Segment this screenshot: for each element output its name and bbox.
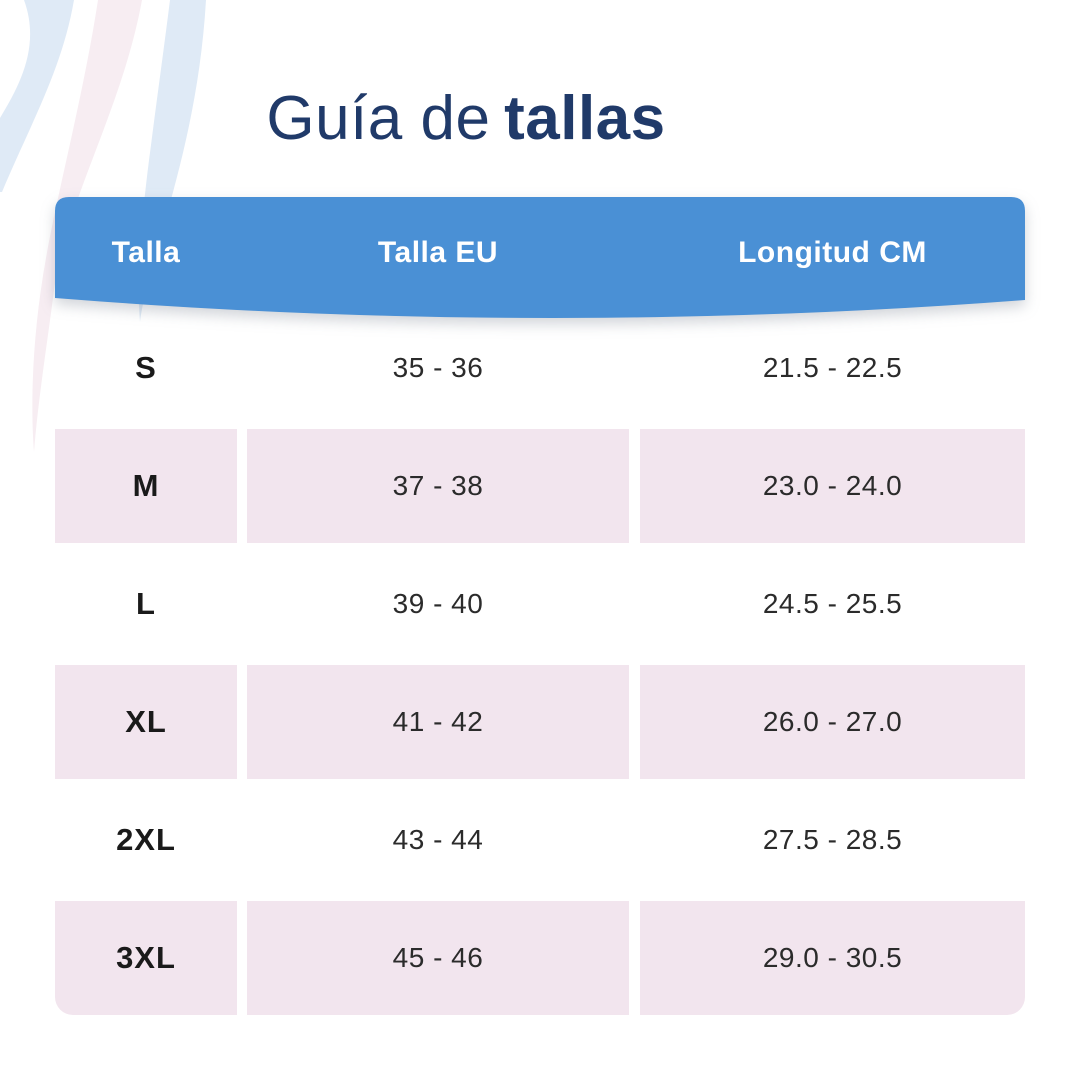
length-cm-cell: 26.0 - 27.0: [640, 665, 1025, 779]
eu-size-cell: 45 - 46: [247, 901, 629, 1015]
header-row: Talla Talla EU Longitud CM: [55, 197, 1025, 309]
column-header-talla: Talla: [111, 236, 181, 269]
table-body: S 35 - 36 21.5 - 22.5 M 37 - 38 23.0 - 2…: [55, 309, 1025, 1017]
column-header-longitud-cm: Longitud CM: [738, 236, 927, 269]
eu-size-cell: 37 - 38: [247, 429, 629, 543]
size-table: Talla Talla EU Longitud CM S 35 - 36 21.…: [55, 197, 1025, 1015]
eu-size-cell: 43 - 44: [392, 824, 484, 855]
table-row: XL 41 - 42 26.0 - 27.0: [55, 663, 1025, 781]
table-row: M 37 - 38 23.0 - 24.0: [55, 427, 1025, 545]
page-title: Guía de tallas: [266, 86, 665, 151]
eu-size-cell: 35 - 36: [392, 352, 484, 383]
page-title-regular: Guía de: [266, 84, 491, 153]
size-cell: L: [136, 586, 156, 621]
column-header-talla-eu: Talla EU: [377, 236, 499, 269]
table-row: L 39 - 40 24.5 - 25.5: [55, 545, 1025, 663]
table-row: S 35 - 36 21.5 - 22.5: [55, 309, 1025, 427]
table-row: 3XL 45 - 46 29.0 - 30.5: [55, 899, 1025, 1017]
length-cm-cell: 21.5 - 22.5: [762, 352, 903, 383]
page-title-bold: tallas: [504, 84, 666, 153]
table-row: 2XL 43 - 44 27.5 - 28.5: [55, 781, 1025, 899]
eu-size-cell: 39 - 40: [392, 588, 484, 619]
length-cm-cell: 24.5 - 25.5: [762, 588, 903, 619]
header-background-shape: [55, 197, 1025, 319]
length-cm-cell: 23.0 - 24.0: [640, 429, 1025, 543]
size-cell: M: [55, 429, 237, 543]
size-cell: S: [135, 350, 157, 385]
size-cell: XL: [55, 665, 237, 779]
size-cell: 3XL: [55, 901, 237, 1015]
table-header: Talla Talla EU Longitud CM: [55, 197, 1025, 322]
length-cm-cell: 27.5 - 28.5: [762, 824, 903, 855]
eu-size-cell: 41 - 42: [247, 665, 629, 779]
size-cell: 2XL: [116, 822, 176, 857]
length-cm-cell: 29.0 - 30.5: [640, 901, 1025, 1015]
